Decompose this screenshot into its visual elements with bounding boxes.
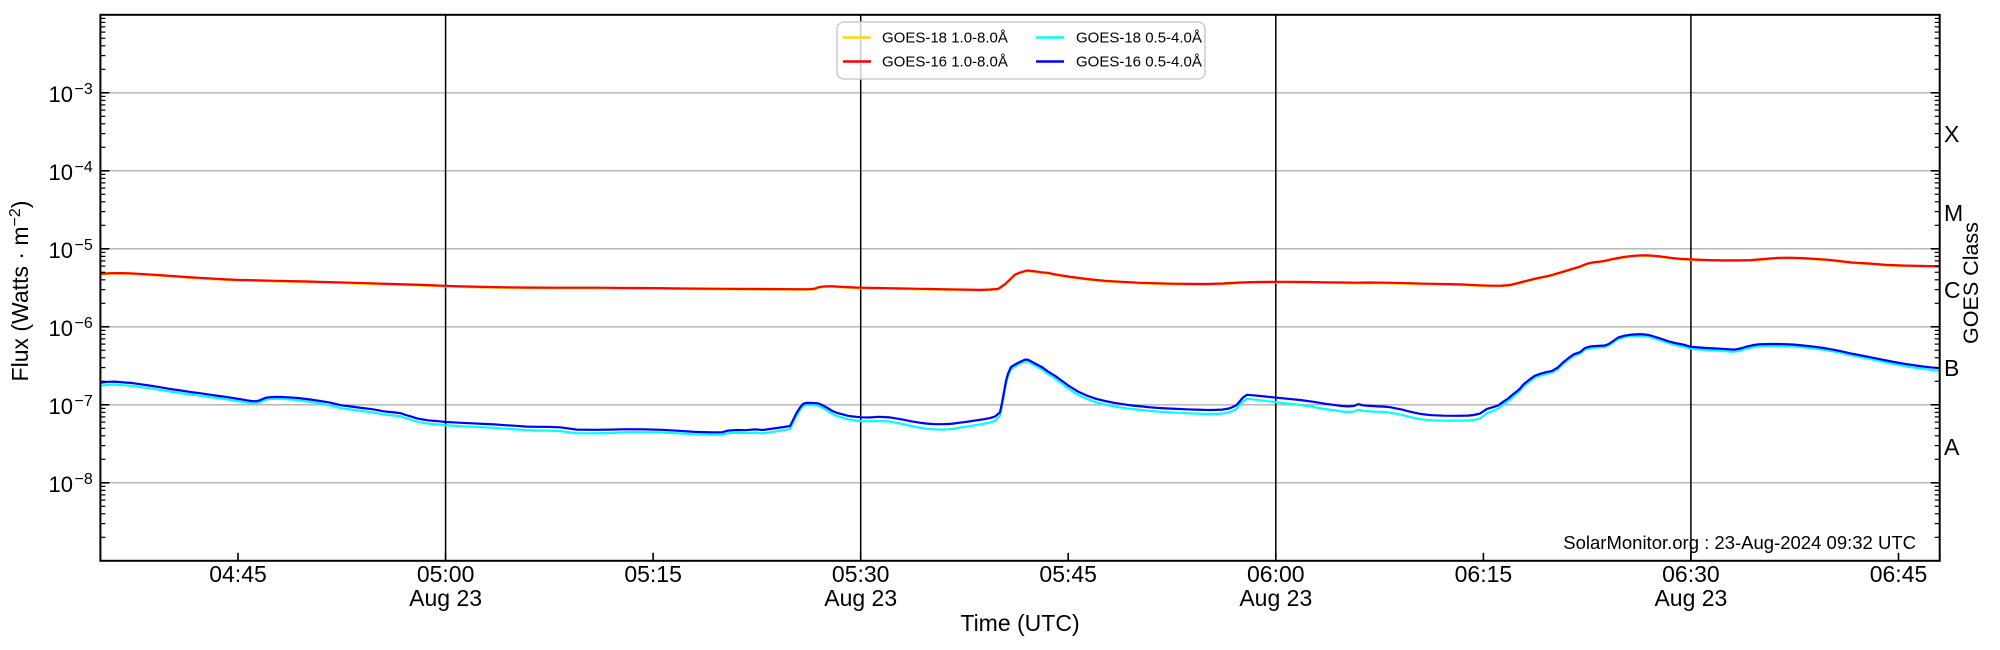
svg-text:−4: −4 xyxy=(75,159,93,176)
svg-text:06:15: 06:15 xyxy=(1455,561,1513,587)
svg-text:−6: −6 xyxy=(75,315,93,332)
svg-text:10: 10 xyxy=(49,394,73,419)
svg-text:Aug 23: Aug 23 xyxy=(1654,585,1727,611)
svg-text:06:45: 06:45 xyxy=(1870,561,1928,587)
svg-text:05:00: 05:00 xyxy=(417,561,475,587)
svg-text:06:30: 06:30 xyxy=(1662,561,1720,587)
svg-text:X: X xyxy=(1944,121,1959,147)
svg-text:GOES-18 1.0-8.0Å: GOES-18 1.0-8.0Å xyxy=(882,30,1008,47)
svg-text:Time (UTC): Time (UTC) xyxy=(960,610,1079,636)
svg-text:Aug 23: Aug 23 xyxy=(824,585,897,611)
svg-text:10: 10 xyxy=(49,160,73,185)
svg-text:GOES-18 0.5-4.0Å: GOES-18 0.5-4.0Å xyxy=(1076,30,1202,47)
svg-text:Aug 23: Aug 23 xyxy=(409,585,482,611)
svg-text:04:45: 04:45 xyxy=(209,561,267,587)
svg-text:10: 10 xyxy=(49,238,73,263)
svg-text:GOES-16 1.0-8.0Å: GOES-16 1.0-8.0Å xyxy=(882,54,1008,71)
svg-text:05:45: 05:45 xyxy=(1039,561,1097,587)
svg-text:Flux (Watts · m−2): Flux (Watts · m−2) xyxy=(7,201,33,382)
svg-text:GOES-16 0.5-4.0Å: GOES-16 0.5-4.0Å xyxy=(1076,54,1202,71)
svg-text:10: 10 xyxy=(49,316,73,341)
svg-text:05:15: 05:15 xyxy=(624,561,682,587)
svg-text:M: M xyxy=(1944,200,1963,226)
svg-text:10: 10 xyxy=(49,472,73,497)
svg-text:Aug 23: Aug 23 xyxy=(1239,585,1312,611)
svg-text:05:30: 05:30 xyxy=(832,561,890,587)
svg-text:10: 10 xyxy=(49,82,73,107)
svg-text:C: C xyxy=(1944,277,1961,303)
svg-text:A: A xyxy=(1944,434,1960,460)
svg-text:SolarMonitor.org : 23-Aug-2024: SolarMonitor.org : 23-Aug-2024 09:32 UTC xyxy=(1563,532,1916,553)
svg-text:B: B xyxy=(1944,355,1959,381)
svg-text:−3: −3 xyxy=(75,81,93,98)
svg-text:GOES Class: GOES Class xyxy=(1959,222,1983,344)
svg-text:−7: −7 xyxy=(75,393,93,410)
svg-text:−5: −5 xyxy=(75,237,93,254)
svg-text:06:00: 06:00 xyxy=(1247,561,1305,587)
svg-text:−8: −8 xyxy=(75,471,93,488)
